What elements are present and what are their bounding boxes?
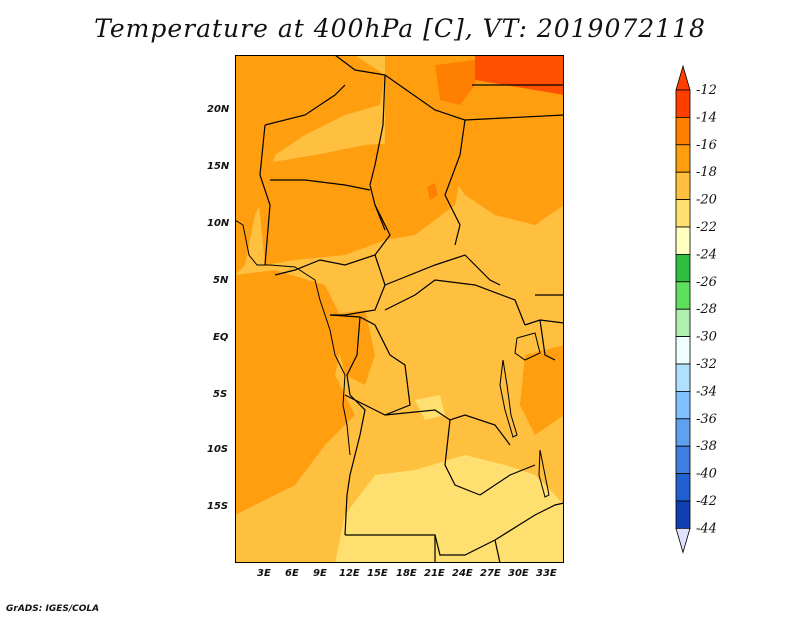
legend-label: -12 bbox=[696, 83, 717, 98]
legend-swatch bbox=[675, 336, 691, 365]
lake-victoria bbox=[514, 332, 541, 361]
legend-swatch bbox=[675, 308, 691, 337]
lon-label-18E: 18E bbox=[396, 568, 417, 579]
map-frame-border bbox=[235, 55, 564, 563]
legend-label: -34 bbox=[696, 384, 717, 399]
legend-label: -36 bbox=[696, 412, 717, 427]
lat-label-10S: 10S bbox=[207, 444, 229, 455]
legend-swatch bbox=[675, 144, 691, 173]
legend-label: -30 bbox=[696, 330, 717, 345]
lat-label-EQ: EQ bbox=[213, 332, 229, 343]
legend-label: -32 bbox=[696, 357, 717, 372]
lon-label-3E: 3E bbox=[257, 568, 271, 579]
warm-zone-west bbox=[235, 55, 385, 275]
legend-swatch bbox=[675, 473, 691, 502]
legend-swatch bbox=[675, 171, 691, 200]
temperature-map bbox=[235, 55, 564, 563]
country-borders bbox=[259, 55, 564, 563]
mild-spot-central bbox=[415, 395, 445, 420]
lat-label-5N: 5N bbox=[213, 275, 229, 286]
hot-spot-chad bbox=[427, 183, 438, 200]
mild-zone-south bbox=[335, 455, 564, 563]
legend-swatch bbox=[675, 117, 691, 146]
lon-label-12E: 12E bbox=[339, 568, 360, 579]
lon-label-33E: 33E bbox=[536, 568, 557, 579]
legend-swatch bbox=[675, 390, 691, 420]
lat-label-5S: 5S bbox=[213, 389, 228, 400]
lat-label-10N: 10N bbox=[207, 218, 230, 229]
coastline-west bbox=[235, 219, 351, 456]
legend-swatch bbox=[675, 89, 691, 118]
legend-label: -24 bbox=[696, 247, 717, 262]
legend-swatch bbox=[675, 199, 691, 228]
lake-tanganyika bbox=[499, 359, 518, 438]
legend-swatch bbox=[675, 418, 691, 447]
lat-label-15S: 15S bbox=[207, 501, 229, 512]
legend-swatch bbox=[675, 500, 691, 529]
legend-label: -38 bbox=[696, 439, 717, 454]
chart-title: Temperature at 400hPa [C], VT: 201907211… bbox=[94, 14, 706, 43]
legend-swatch bbox=[675, 363, 691, 392]
legend-label: -18 bbox=[696, 165, 717, 180]
legend-label: -20 bbox=[696, 193, 717, 208]
hot-zone-northeast-edge bbox=[435, 60, 475, 105]
legend-label: -42 bbox=[696, 494, 717, 509]
grads-credit: GrADS: IGES/COLA bbox=[6, 604, 100, 614]
lon-label-6E: 6E bbox=[285, 568, 299, 579]
legend-top-arrow bbox=[675, 64, 691, 91]
legend-swatch bbox=[675, 253, 691, 283]
lon-label-21E: 21E bbox=[424, 568, 445, 579]
lon-label-9E: 9E bbox=[313, 568, 327, 579]
warm-zone-atlantic bbox=[235, 270, 355, 515]
lon-label-30E: 30E bbox=[508, 568, 529, 579]
legend-swatch bbox=[675, 445, 691, 475]
lake-malawi bbox=[538, 449, 550, 498]
legend-label: -14 bbox=[696, 110, 717, 125]
lat-label-15N: 15N bbox=[207, 161, 230, 172]
warm-zone-northeast bbox=[385, 55, 564, 225]
legend-label: -28 bbox=[696, 302, 717, 317]
legend-label: -26 bbox=[696, 275, 717, 290]
warm-zone-eastafrica bbox=[520, 345, 564, 435]
legend-label: -44 bbox=[696, 521, 717, 536]
legend-swatch bbox=[675, 226, 691, 255]
legend-label: -22 bbox=[696, 220, 717, 235]
lat-label-20N: 20N bbox=[207, 104, 230, 115]
legend-label: -16 bbox=[696, 138, 717, 153]
lon-label-24E: 24E bbox=[452, 568, 473, 579]
legend-swatch bbox=[675, 281, 691, 310]
warm-zone-congo-west bbox=[330, 310, 375, 385]
warm-zone-sahel bbox=[255, 140, 465, 265]
lon-label-27E: 27E bbox=[480, 568, 501, 579]
lon-label-15E: 15E bbox=[367, 568, 388, 579]
color-legend: -12 -14 -16 -18 -20 -22 -24 -26 -28 -30 -32 -34 -36 -… bbox=[675, 64, 717, 554]
legend-label: -40 bbox=[696, 467, 717, 482]
legend-bottom-arrow bbox=[675, 528, 691, 554]
